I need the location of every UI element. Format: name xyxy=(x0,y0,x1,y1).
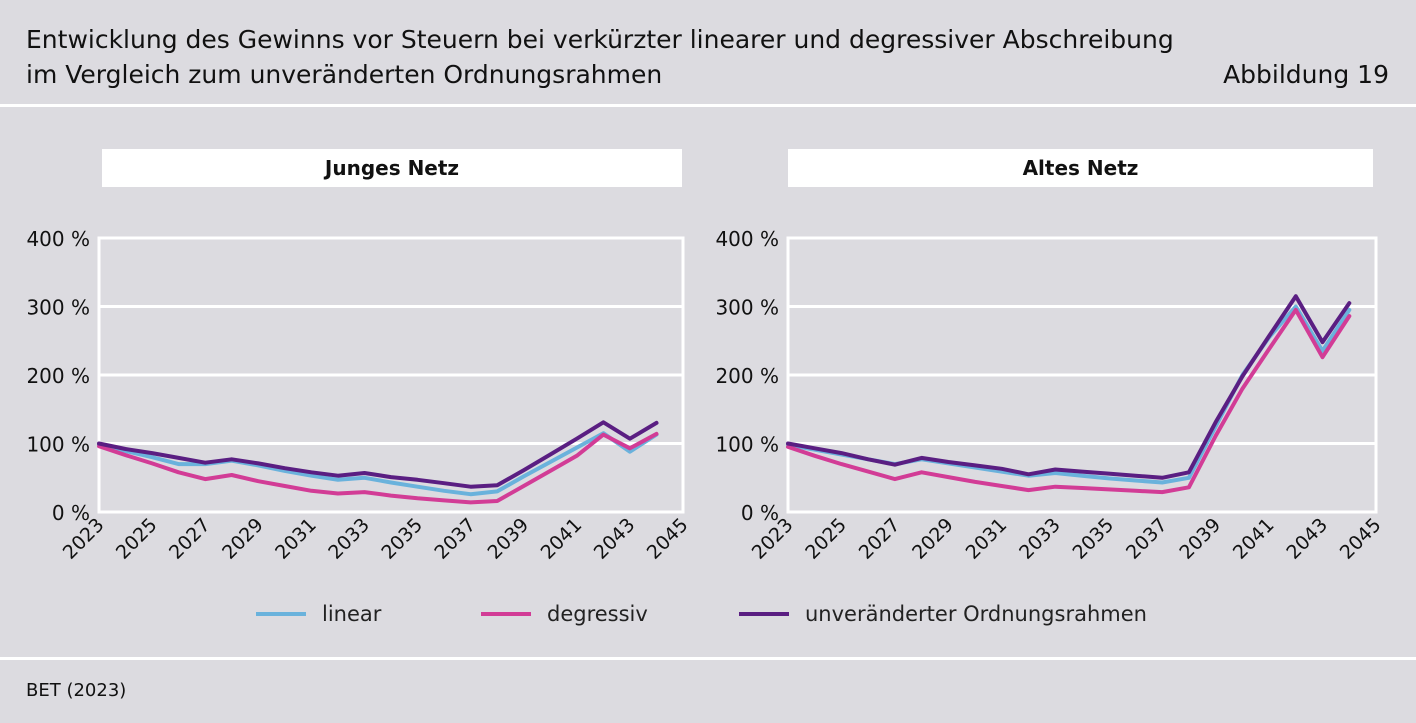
panel-banner-junges-netz xyxy=(102,149,682,187)
x-tick-label: 2031 xyxy=(271,514,321,564)
legend-swatch-linear xyxy=(256,612,306,616)
series-line-degressiv xyxy=(97,431,659,505)
y-tick-label: 400 % xyxy=(715,227,779,251)
legend-swatch-unveraendert xyxy=(739,612,789,616)
legend-label-linear: linear xyxy=(322,602,382,626)
x-tick-label: 2031 xyxy=(962,514,1012,564)
legend: linear degressiv unveränderter Ordnungsr… xyxy=(0,599,1416,629)
x-tick-label: 2029 xyxy=(908,514,958,564)
x-tick-label: 2025 xyxy=(801,514,851,564)
chart-title: Entwicklung des Gewinns vor Steuern bei … xyxy=(26,22,1174,92)
chart-title-line-1: Entwicklung des Gewinns vor Steuern bei … xyxy=(26,25,1174,54)
y-tick-label: 0 % xyxy=(52,501,90,525)
x-tick-label: 2043 xyxy=(590,514,640,564)
x-tick-label: 2029 xyxy=(218,514,268,564)
x-tick-label: 2045 xyxy=(643,514,693,564)
x-tick-label: 2027 xyxy=(855,514,905,564)
x-tick-label: 2041 xyxy=(1229,514,1279,564)
x-tick-label: 2045 xyxy=(1336,514,1386,564)
y-tick-label: 100 % xyxy=(26,433,90,457)
legend-item-degressiv: degressiv xyxy=(481,599,648,629)
y-tick-label: 0 % xyxy=(741,501,779,525)
panel-title-junges-netz: Junges Netz xyxy=(323,156,459,180)
legend-item-linear: linear xyxy=(256,599,381,629)
series-line-linear xyxy=(97,431,659,497)
y-tick-label: 200 % xyxy=(715,364,779,388)
legend-label-unveraendert: unveränderter Ordnungsrahmen xyxy=(805,602,1147,626)
x-tick-label: 2035 xyxy=(377,514,427,564)
chart-title-line-2: im Vergleich zum unveränderten Ordnungsr… xyxy=(26,60,663,89)
x-tick-label: 2037 xyxy=(1122,514,1172,564)
x-tick-label: 2033 xyxy=(1015,514,1065,564)
x-tick-label: 2039 xyxy=(1175,514,1225,564)
x-tick-label: 2025 xyxy=(112,514,162,564)
header-divider xyxy=(0,104,1416,107)
y-tick-label: 300 % xyxy=(715,296,779,320)
y-tick-label: 200 % xyxy=(26,364,90,388)
x-tick-label: 2037 xyxy=(430,514,480,564)
panel-title-altes-netz: Altes Netz xyxy=(1023,156,1139,180)
legend-swatch-degressiv xyxy=(481,612,531,616)
footer-divider xyxy=(0,657,1416,660)
series-line-degressiv xyxy=(786,307,1352,495)
panel-banner-altes-netz xyxy=(788,149,1373,187)
series-line-unveraendert xyxy=(97,420,659,489)
series-line-unveraendert xyxy=(786,294,1352,480)
figure-label: Abbildung 19 xyxy=(1223,60,1389,89)
x-tick-label: 2039 xyxy=(484,514,534,564)
y-tick-label: 100 % xyxy=(715,433,779,457)
y-tick-label: 400 % xyxy=(26,227,90,251)
y-tick-label: 300 % xyxy=(26,296,90,320)
legend-label-degressiv: degressiv xyxy=(547,602,648,626)
legend-item-unveraendert: unveränderter Ordnungsrahmen xyxy=(739,599,1147,629)
x-tick-label: 2043 xyxy=(1282,514,1332,564)
series-line-linear xyxy=(786,304,1352,485)
x-tick-label: 2033 xyxy=(324,514,374,564)
x-tick-label: 2027 xyxy=(165,514,215,564)
source-note: BET (2023) xyxy=(26,680,127,701)
x-tick-label: 2035 xyxy=(1069,514,1119,564)
x-tick-label: 2041 xyxy=(537,514,587,564)
